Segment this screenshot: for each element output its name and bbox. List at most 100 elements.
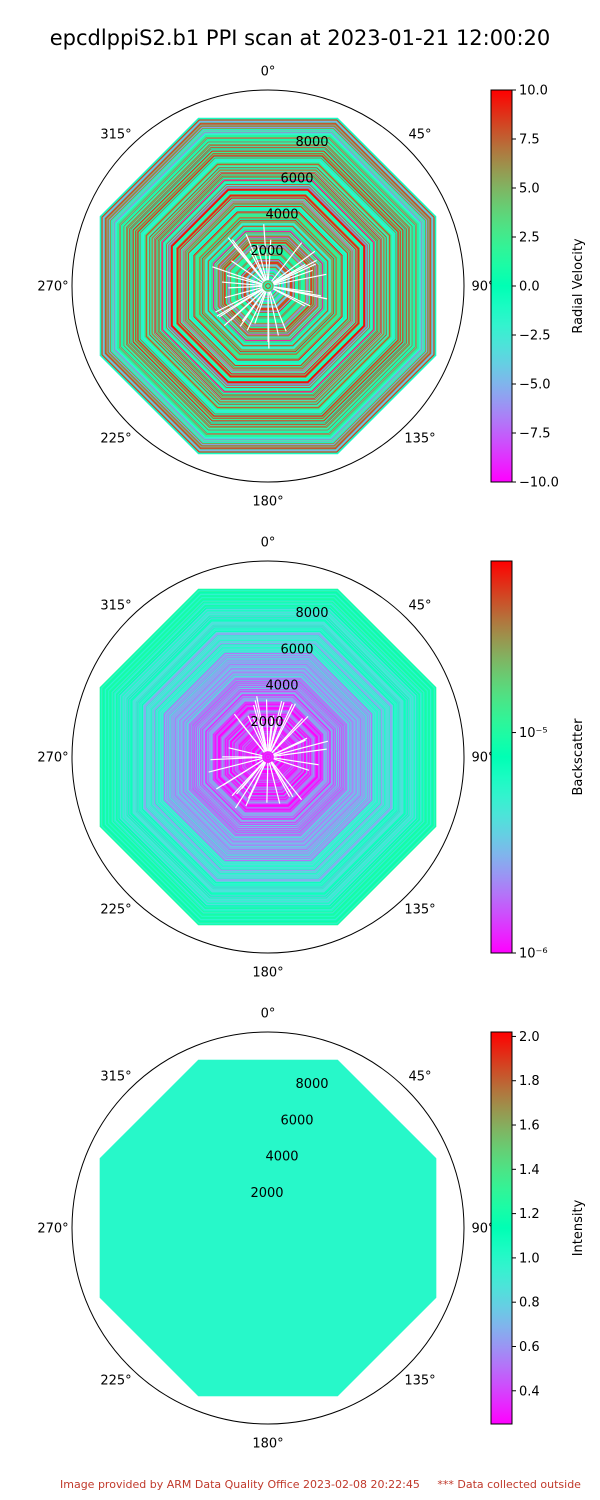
theta-tick-label: 45° [408, 599, 431, 614]
missing-ray [234, 761, 266, 809]
missing-ray [273, 739, 306, 756]
colorbar [490, 1031, 513, 1425]
missing-ray [208, 757, 263, 773]
missing-ray [273, 263, 316, 285]
field-ring [267, 756, 269, 758]
data-field [99, 117, 437, 455]
missing-ray [273, 286, 322, 297]
footer-warning: *** Data collected outside [437, 1478, 581, 1491]
missing-ray [272, 250, 316, 283]
polar-axis-circle [71, 560, 465, 954]
footer-provided: Image provided by ARM Data Quality Offic… [60, 1478, 420, 1491]
missing-ray [253, 704, 268, 752]
missing-ray [273, 287, 311, 307]
radial-tick-label: 6000 [280, 1113, 313, 1128]
missing-ray [273, 269, 313, 285]
missing-ray [272, 259, 317, 284]
theta-tick-label: 315° [100, 599, 131, 614]
radial-tick-label: 8000 [295, 1077, 328, 1092]
missing-ray [269, 702, 285, 752]
missing-ray [228, 285, 263, 289]
missing-ray [221, 281, 263, 287]
missing-ray [272, 288, 306, 307]
theta-tick-label: 315° [100, 128, 131, 143]
missing-ray [215, 288, 264, 313]
theta-tick-label: 135° [404, 1374, 435, 1389]
missing-ray [256, 245, 268, 281]
colorbar-label: Intensity [571, 1199, 586, 1256]
colorbar-tick-label: 1.6 [519, 1119, 540, 1134]
footer: Image provided by ARM Data Quality Offic… [60, 1478, 581, 1491]
colorbar-tick-label: 0.4 [519, 1384, 540, 1399]
theta-tick-label: 180° [252, 495, 283, 510]
radial-tick-label: 8000 [295, 135, 328, 150]
missing-ray [210, 756, 263, 761]
data-field [99, 588, 437, 926]
missing-ray [270, 761, 292, 795]
colorbar-tick-label: 0.8 [519, 1296, 540, 1311]
missing-ray [273, 757, 319, 766]
colorbar-tick-label: 1.2 [519, 1207, 540, 1222]
polar-axis-circle [71, 89, 465, 483]
missing-ray [238, 720, 265, 753]
missing-ray [254, 291, 267, 324]
missing-ray [228, 747, 263, 757]
missing-ray [273, 286, 313, 293]
colorbar-tick-label: 10⁻⁶ [519, 947, 548, 962]
colorbar-tick-label: 1.8 [519, 1074, 540, 1089]
missing-ray [268, 291, 279, 336]
missing-ray [252, 716, 267, 752]
theta-tick-label: 0° [261, 536, 276, 551]
missing-ray [263, 224, 269, 281]
missing-ray [241, 761, 265, 790]
colorbar [490, 89, 513, 483]
field-ring [267, 285, 269, 287]
radial-tick-label: 2000 [250, 244, 283, 259]
missing-ray [273, 758, 310, 771]
missing-ray [269, 291, 287, 332]
missing-ray [218, 288, 264, 318]
missing-ray [271, 715, 309, 754]
theta-tick-label: 90° [471, 1222, 494, 1237]
missing-ray [212, 266, 263, 285]
theta-tick-label: 270° [37, 1222, 68, 1237]
polar-axis-circle [71, 1031, 465, 1425]
theta-tick-label: 270° [37, 280, 68, 295]
theta-tick-label: 315° [100, 1070, 131, 1085]
missing-ray [267, 239, 272, 281]
theta-tick-label: 0° [261, 65, 276, 80]
missing-ray [268, 701, 283, 752]
theta-tick-label: 90° [471, 751, 494, 766]
colorbar-tick-label: −7.5 [519, 427, 551, 442]
colorbar-tick-label: 1.0 [519, 1251, 540, 1266]
radial-tick-label: 6000 [280, 171, 313, 186]
colorbar-tick-label: 0.0 [519, 280, 540, 295]
colorbar-tick-label: 7.5 [519, 133, 540, 148]
missing-ray [268, 762, 281, 804]
radial-tick-label: 6000 [280, 642, 313, 657]
missing-ray [249, 250, 266, 282]
radial-tick-label: 2000 [250, 1186, 283, 1201]
missing-ray [223, 289, 265, 326]
colorbar-tick-label: −2.5 [519, 329, 551, 344]
missing-ray [245, 233, 267, 281]
data-field [99, 1059, 437, 1397]
radial-tick-label: 8000 [295, 606, 328, 621]
theta-tick-label: 45° [408, 1070, 431, 1085]
missing-ray [245, 762, 267, 807]
missing-ray [247, 715, 266, 752]
missing-ray [265, 699, 269, 752]
missing-ray [267, 291, 270, 349]
radial-tick-label: 4000 [265, 1150, 298, 1165]
theta-tick-label: 270° [37, 751, 68, 766]
theta-tick-label: 45° [408, 128, 431, 143]
missing-ray [271, 718, 304, 754]
colorbar-tick-label: 10.0 [519, 84, 548, 99]
radial-tick-label: 4000 [265, 679, 298, 694]
missing-ray [246, 291, 267, 331]
colorbar-label: Radial Velocity [571, 238, 586, 334]
radial-tick-label: 4000 [265, 208, 298, 223]
colorbar-tick-label: 2.5 [519, 231, 540, 246]
panel-0: 0° 45° 90° 135° 180° 225° 270° 315° 2000 4000 6000… [37, 65, 586, 510]
